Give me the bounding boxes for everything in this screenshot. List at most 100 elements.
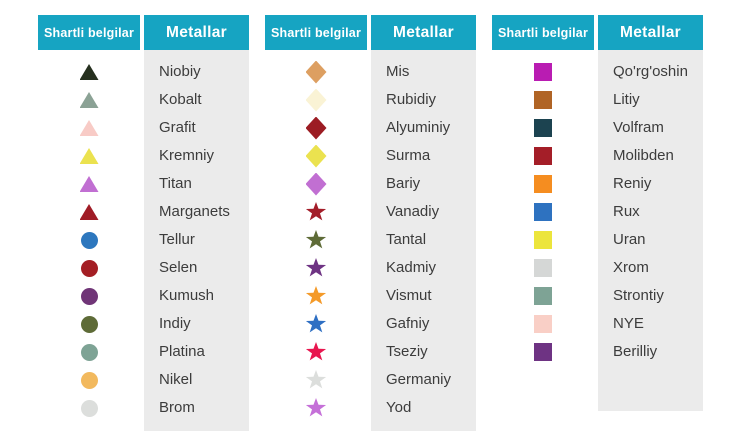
square-icon (534, 63, 552, 81)
symbol-cell-kobalt (38, 86, 140, 114)
symbols-column (492, 50, 594, 366)
star-icon (305, 370, 327, 389)
star-icon (305, 230, 327, 249)
square-icon (534, 119, 552, 137)
symbol-cell-marganets (38, 198, 140, 226)
circle-icon (80, 259, 98, 277)
metal-label-qo-rg-oshin: Qo'rg'oshin (613, 63, 688, 80)
metal-label-gafniy: Gafniy (386, 315, 430, 332)
symbol-cell-germaniy (265, 366, 367, 394)
metal-label-kumush: Kumush (159, 287, 215, 304)
symbol-cell-vismut (265, 282, 367, 310)
header-row: Shartli belgilar Metallar (492, 15, 703, 50)
legend-body: Qo'rg'oshin Litiy Volfram Molibden Reniy Rux U… (492, 50, 703, 411)
diamond-icon (305, 116, 327, 140)
metal-label-surma: Surma (386, 147, 431, 164)
star-icon (305, 398, 327, 417)
metal-label-kadmiy: Kadmiy (386, 259, 437, 276)
symbols-column-header: Shartli belgilar (38, 15, 140, 50)
triangle-icon (79, 64, 99, 80)
metal-label-germaniy: Germaniy (386, 371, 452, 388)
metal-label-grafit: Grafit (159, 119, 196, 136)
metal-label-vanadiy: Vanadiy (386, 203, 440, 220)
legend-body: Niobiy Kobalt Grafit Kremniy Titan Marganets T… (38, 50, 249, 431)
legend-group-2: Shartli belgilar Metallar Mis Rubidiy Alyu… (265, 15, 476, 431)
symbol-cell-alyuminiy (265, 114, 367, 142)
symbol-cell-kremniy (38, 142, 140, 170)
symbol-cell-tseziy (265, 338, 367, 366)
square-icon (534, 315, 552, 333)
metal-label-berilliy: Berilliy (613, 343, 658, 360)
symbol-cell-rux (492, 198, 594, 226)
triangle-icon (79, 148, 99, 164)
square-icon (534, 231, 552, 249)
symbols-column-header: Shartli belgilar (265, 15, 367, 50)
metal-label-niobiy: Niobiy (159, 63, 201, 80)
legend-body: Mis Rubidiy Alyuminiy Surma Bariy Vanadiy Tant… (265, 50, 476, 431)
metal-label-kobalt: Kobalt (159, 91, 202, 108)
metal-label-selen: Selen (159, 259, 198, 276)
star-icon (305, 202, 327, 221)
diamond-icon (305, 88, 327, 112)
symbol-cell-kumush (38, 282, 140, 310)
metal-label-rubidiy: Rubidiy (386, 91, 437, 108)
symbol-cell-indiy (38, 310, 140, 338)
square-icon (534, 91, 552, 109)
symbol-cell-xrom (492, 254, 594, 282)
symbol-cell-vanadiy (265, 198, 367, 226)
metal-label-marganets: Marganets (159, 203, 230, 220)
square-icon (534, 147, 552, 165)
diamond-icon (305, 172, 327, 196)
symbol-cell-nikel (38, 366, 140, 394)
square-icon (534, 175, 552, 193)
symbol-cell-tellur (38, 226, 140, 254)
symbol-cell-tantal (265, 226, 367, 254)
symbol-cell-mis (265, 58, 367, 86)
symbol-cell-reniy (492, 170, 594, 198)
symbol-cell-litiy (492, 86, 594, 114)
triangle-icon (79, 120, 99, 136)
circle-icon (80, 315, 98, 333)
circle-icon (80, 287, 98, 305)
metal-label-strontiy: Strontiy (613, 287, 664, 304)
symbol-cell-kadmiy (265, 254, 367, 282)
symbol-cell-nye (492, 310, 594, 338)
symbol-cell-grafit (38, 114, 140, 142)
symbol-cell-bariy (265, 170, 367, 198)
metal-label-xrom: Xrom (613, 259, 649, 276)
metals-column: Niobiy Kobalt Grafit Kremniy Titan Marganets T… (144, 50, 249, 431)
metal-label-mis: Mis (386, 63, 410, 80)
metal-label-tantal: Tantal (386, 231, 427, 248)
metal-label-volfram: Volfram (613, 119, 664, 136)
metal-label-brom: Brom (159, 399, 195, 416)
metal-label-nikel: Nikel (159, 371, 193, 388)
metal-label-yod: Yod (386, 399, 412, 416)
metals-column-header: Metallar (371, 15, 476, 50)
diamond-icon (305, 144, 327, 168)
metal-label-uran: Uran (613, 231, 646, 248)
triangle-icon (79, 176, 99, 192)
metal-label-titan: Titan (159, 175, 192, 192)
symbol-cell-yod (265, 394, 367, 422)
symbol-cell-strontiy (492, 282, 594, 310)
symbol-cell-qo-rg-oshin (492, 58, 594, 86)
star-icon (305, 342, 327, 361)
metal-label-bariy: Bariy (386, 175, 421, 192)
symbols-column (38, 50, 140, 422)
triangle-icon (79, 204, 99, 220)
symbol-cell-gafniy (265, 310, 367, 338)
square-icon (534, 287, 552, 305)
symbol-cell-titan (38, 170, 140, 198)
metal-label-alyuminiy: Alyuminiy (386, 119, 451, 136)
metal-label-platina: Platina (159, 343, 205, 360)
circle-icon (80, 231, 98, 249)
metal-label-tseziy: Tseziy (386, 343, 428, 360)
symbol-cell-platina (38, 338, 140, 366)
symbol-cell-niobiy (38, 58, 140, 86)
symbol-cell-berilliy (492, 338, 594, 366)
circle-icon (80, 371, 98, 389)
circle-icon (80, 343, 98, 361)
symbols-column-header: Shartli belgilar (492, 15, 594, 50)
metal-label-molibden: Molibden (613, 147, 674, 164)
star-icon (305, 286, 327, 305)
